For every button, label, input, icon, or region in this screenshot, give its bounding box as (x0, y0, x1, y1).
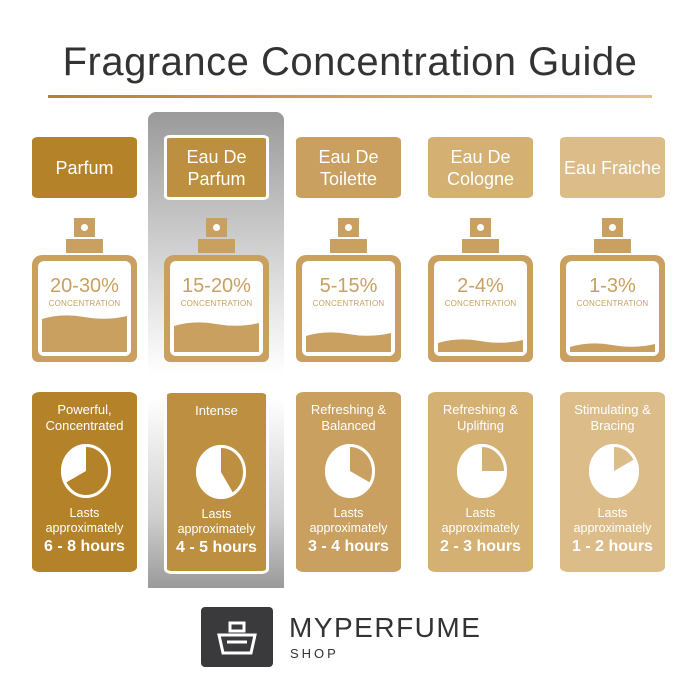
fragrance-type-header: Eau De Toilette (296, 137, 401, 198)
page-title: Fragrance Concentration Guide (62, 40, 638, 84)
lasts-label: Lasts approximately (32, 506, 137, 536)
lasts-line-2: approximately (309, 521, 388, 535)
duration-wedge (64, 446, 111, 496)
lasts-line-2: approximately (45, 521, 124, 535)
bottle-icon: 15-20% CONCENTRATION (164, 255, 269, 362)
lasts-line-2: approximately (573, 521, 652, 535)
lasts-label: Lasts approximately (296, 506, 401, 536)
lasts-line-1: Lasts (69, 506, 100, 520)
lasts-line-2: approximately (441, 521, 520, 535)
bottle-icon: 2-4% CONCENTRATION (428, 255, 533, 362)
duration-hours: 4 - 5 hours (176, 539, 257, 556)
fragrance-column: Parfum 20-30% CONCENTRATION Powerful, Co… (32, 0, 137, 700)
brand-name: MYPERFUME (289, 612, 482, 643)
fragrance-info-card: Powerful, Concentrated Lasts approximate… (32, 392, 137, 572)
fragrance-info-card: Refreshing & Balanced Lasts approximatel… (296, 392, 401, 572)
bottle-neck-icon (462, 239, 499, 253)
fragrance-description: Refreshing & Balanced (310, 402, 387, 433)
lasts-line-1: Lasts (597, 506, 628, 520)
concentration-percent: 5-15% (319, 275, 378, 297)
duration-hours: 3 - 4 hours (308, 538, 389, 555)
concentration-label: CONCENTRATION (48, 299, 121, 308)
bottle-cap-icon (602, 218, 623, 237)
bottle-icon: 20-30% CONCENTRATION (32, 255, 137, 362)
fragrance-type-header: Eau De Cologne (428, 137, 533, 198)
fragrance-info-card: Intense Lasts approximately 4 - 5 hours (164, 390, 269, 574)
fragrance-description: Stimulating & Bracing (574, 402, 651, 433)
brand-subtitle: SHOP (290, 646, 339, 661)
fragrance-type-header: Eau Fraiche (560, 137, 665, 198)
bottle-cap-icon (74, 218, 95, 237)
bottle-icon: 5-15% CONCENTRATION (296, 255, 401, 362)
fragrance-column: Eau De Toilette 5-15% CONCENTRATION Refr… (296, 0, 401, 700)
concentration-percent: 2-4% (457, 275, 504, 297)
concentration-label: CONCENTRATION (444, 299, 517, 308)
bottle-neck-icon (198, 239, 235, 253)
lasts-line-1: Lasts (333, 506, 364, 520)
lasts-line-1: Lasts (201, 507, 232, 521)
duration-clock-icon (325, 444, 375, 498)
lasts-label: Lasts approximately (167, 507, 266, 537)
bottle-neck-icon (330, 239, 367, 253)
fragrance-info-card: Stimulating & Bracing Lasts approximatel… (560, 392, 665, 572)
liquid-level (438, 339, 523, 352)
lasts-line-1: Lasts (465, 506, 496, 520)
duration-clock-icon (589, 444, 639, 498)
lasts-label: Lasts approximately (428, 506, 533, 536)
bottle-neck-icon (66, 239, 103, 253)
concentration-label: CONCENTRATION (576, 299, 649, 308)
duration-wedge (482, 446, 507, 471)
duration-clock-icon (61, 444, 111, 498)
fragrance-type-header: Parfum (32, 137, 137, 198)
fragrance-type-header: Eau De Parfum (164, 135, 269, 200)
liquid-level (306, 332, 391, 352)
duration-hours: 2 - 3 hours (440, 538, 521, 555)
concentration-percent: 15-20% (182, 275, 251, 297)
lasts-label: Lasts approximately (560, 506, 665, 536)
liquid-level (174, 322, 259, 352)
fragrance-description: Refreshing & Uplifting (442, 402, 519, 433)
liquid-level (42, 315, 127, 352)
duration-clock-icon (196, 445, 246, 499)
bottle-cap-icon (338, 218, 359, 237)
lasts-line-2: approximately (177, 522, 256, 536)
fragrance-column: Eau Fraiche 1-3% CONCENTRATION Stimulati… (560, 0, 665, 700)
bottle-neck-icon (594, 239, 631, 253)
fragrance-info-card: Refreshing & Uplifting Lasts approximate… (428, 392, 533, 572)
title-divider (48, 95, 652, 98)
bottle-cap-icon (206, 218, 227, 237)
bottle-icon: 1-3% CONCENTRATION (560, 255, 665, 362)
duration-clock-icon (457, 444, 507, 498)
concentration-percent: 20-30% (50, 275, 119, 297)
fragrance-description: Intense (195, 403, 238, 418)
bottle-cap-icon (470, 218, 491, 237)
fragrance-description: Powerful, Concentrated (45, 402, 124, 433)
duration-hours: 6 - 8 hours (44, 538, 125, 555)
liquid-level (570, 343, 655, 352)
brand-logo-icon (201, 607, 273, 667)
fragrance-column: Eau De Parfum 15-20% CONCENTRATION Inten… (164, 0, 269, 700)
concentration-percent: 1-3% (589, 275, 636, 297)
duration-hours: 1 - 2 hours (572, 538, 653, 555)
concentration-label: CONCENTRATION (312, 299, 385, 308)
fragrance-column: Eau De Cologne 2-4% CONCENTRATION Refres… (428, 0, 533, 700)
concentration-label: CONCENTRATION (180, 299, 253, 308)
